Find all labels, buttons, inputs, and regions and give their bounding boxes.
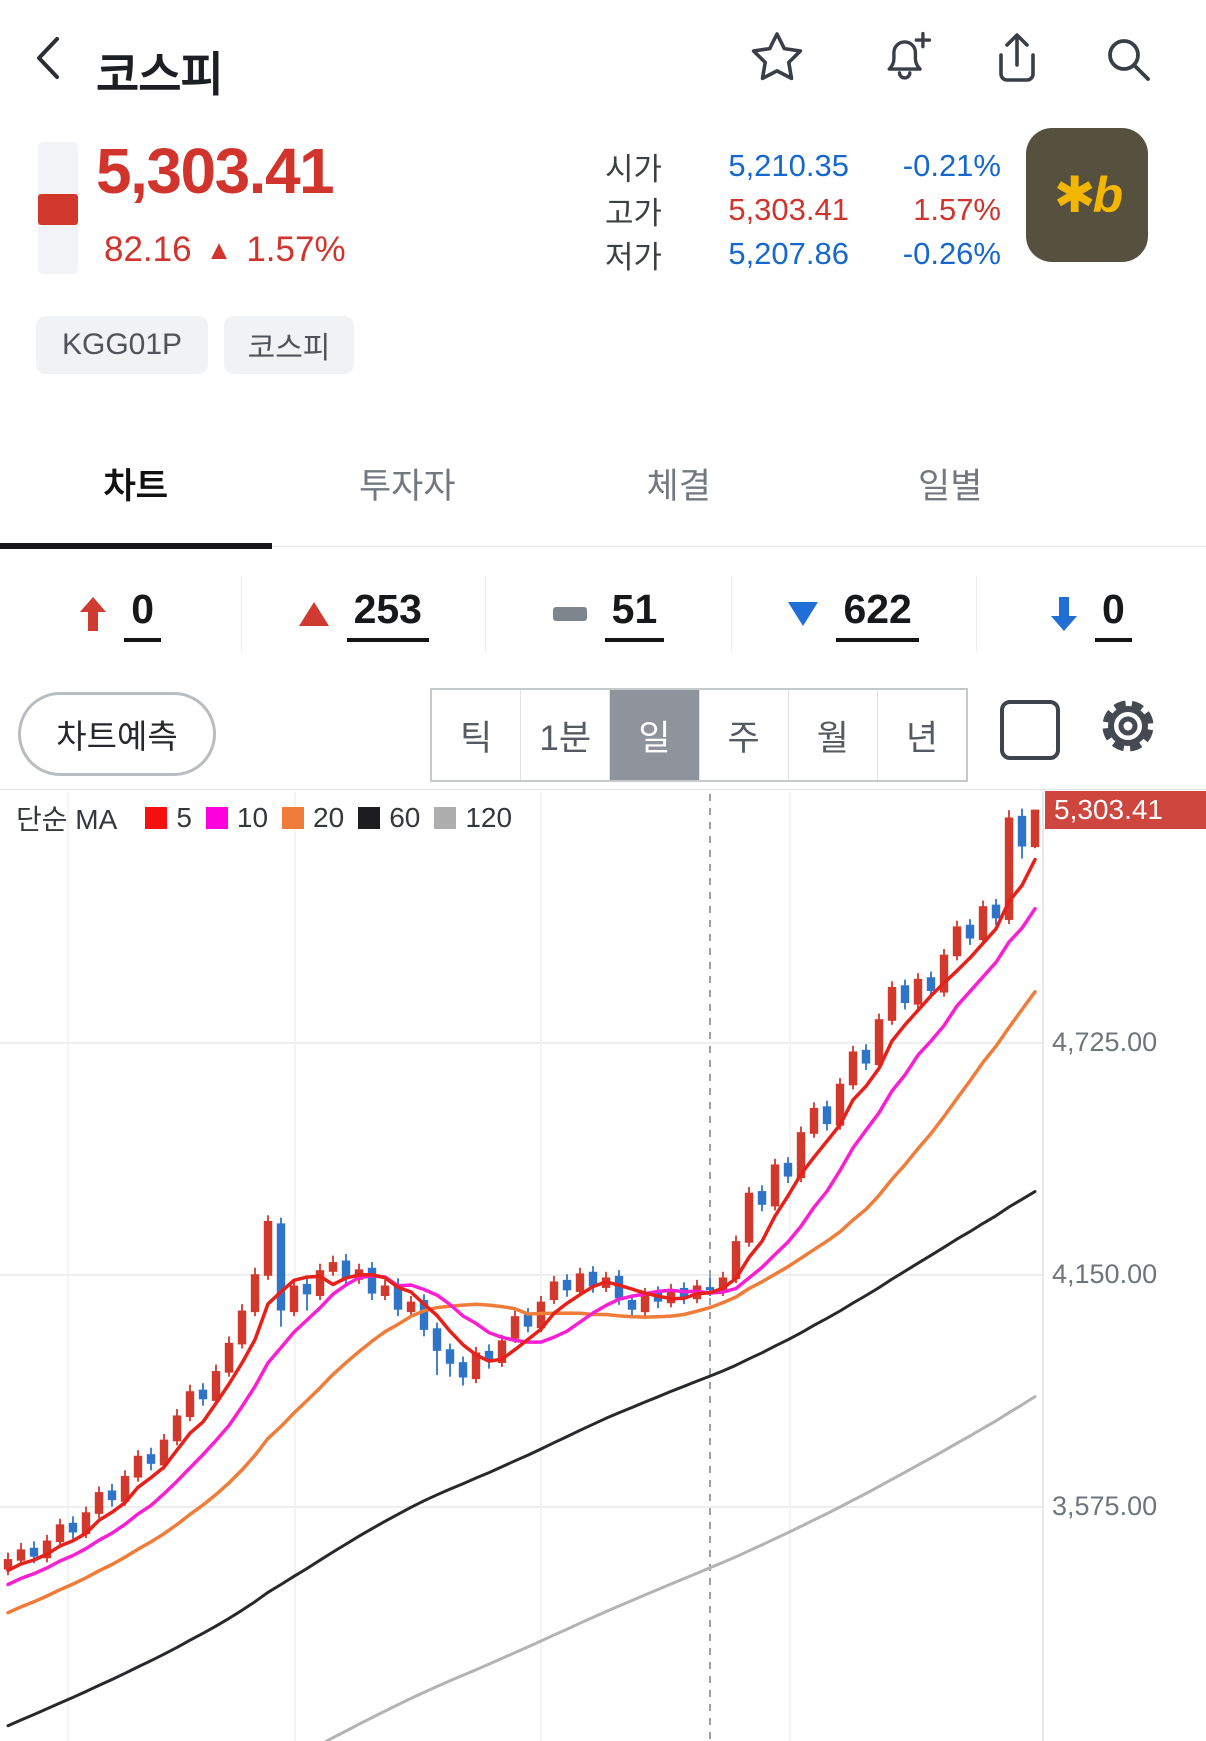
ohl-table: 시가 5,210.35 -0.21% 고가 5,303.41 1.57% 저가 … — [605, 144, 1001, 276]
kb-logo-mark: ✱b — [1053, 167, 1123, 223]
current-price-marker: 5,303.41 — [1045, 791, 1206, 829]
period-week[interactable]: 주 — [698, 690, 788, 780]
ma-legend: 단순 MA 5 10 20 60 120 — [16, 798, 512, 838]
market-badge: 코스피 — [224, 316, 354, 374]
ma-color-swatch — [434, 807, 457, 829]
candlestick-chart[interactable] — [0, 790, 1206, 1741]
tab-trades[interactable]: 체결 — [646, 466, 711, 506]
chart-top-divider — [0, 789, 1206, 790]
tab-chart[interactable]: 차트 — [0, 420, 272, 549]
period-year[interactable]: 년 — [876, 690, 966, 780]
decliners-stat[interactable]: 622 — [730, 576, 976, 652]
alert-bell-add-icon[interactable] — [878, 26, 936, 86]
ma-legend-item: 20 — [282, 802, 344, 834]
ma-color-swatch — [205, 807, 228, 829]
ticker-code-badge: KGG01P — [36, 316, 208, 374]
advancers-stat[interactable]: 253 — [241, 576, 485, 652]
low-row: 저가 5,207.86 -0.26% — [605, 236, 1001, 275]
day-range-indicator — [38, 142, 78, 274]
open-row: 시가 5,210.35 -0.21% — [605, 148, 1001, 187]
ma-period-label: 5 — [176, 802, 192, 833]
compare-checkbox[interactable] — [1000, 700, 1060, 760]
ma-period-label: 120 — [465, 802, 513, 833]
back-button[interactable] — [24, 30, 78, 86]
y-axis-label: 4,150.00 — [1052, 1259, 1158, 1289]
ma-legend-title: 단순 MA — [16, 804, 118, 835]
ma-legend-item: 10 — [205, 802, 269, 834]
favorite-star-icon[interactable] — [748, 28, 806, 88]
ma-color-swatch — [282, 807, 305, 829]
ma-period-label: 20 — [313, 802, 345, 833]
tab-investors[interactable]: 투자자 — [358, 466, 456, 506]
high-row: 고가 5,303.41 1.57% — [605, 192, 1001, 231]
tab-bar: 차트 투자자 체결 일별 — [0, 420, 1206, 549]
period-1min[interactable]: 1분 — [520, 690, 609, 780]
tab-daily[interactable]: 일별 — [918, 466, 983, 506]
flat-dash-icon — [552, 607, 587, 621]
market-breadth-bar: 0 253 51 622 0 — [0, 576, 1206, 652]
ma-legend-item: 120 — [434, 802, 512, 834]
period-day[interactable]: 일 — [609, 690, 699, 780]
current-price: 5,303.41 — [96, 135, 335, 207]
change-percent: 1.57% — [246, 230, 346, 269]
chart-settings-gear-icon[interactable] — [1096, 694, 1160, 758]
ma-legend-item: 5 — [145, 802, 192, 834]
ma-legend-item: 60 — [358, 802, 420, 834]
price-change: 82.16 ▲ 1.57% — [104, 230, 346, 270]
unchanged-stat[interactable]: 51 — [485, 576, 730, 652]
page-title: 코스피 — [96, 48, 224, 101]
up-triangle-icon: ▲ — [205, 234, 233, 265]
ma-color-swatch — [145, 807, 168, 829]
ma-period-label: 10 — [236, 802, 269, 833]
limit-up-arrow-icon — [80, 597, 107, 631]
up-triangle-icon — [298, 602, 329, 626]
y-axis-label: 3,575.00 — [1052, 1491, 1158, 1522]
limit-down-arrow-icon — [1050, 597, 1077, 631]
period-tick[interactable]: 틱 — [459, 718, 493, 758]
kb-securities-logo: ✱b — [1026, 128, 1148, 262]
search-icon[interactable] — [1100, 30, 1158, 90]
share-icon[interactable] — [988, 28, 1046, 88]
limit-down-stat[interactable]: 0 — [975, 576, 1206, 652]
ma-color-swatch — [358, 807, 381, 829]
period-selector: 틱 1분 일 주 월 년 — [430, 688, 968, 782]
limit-up-stat[interactable]: 0 — [0, 576, 241, 652]
period-month[interactable]: 월 — [787, 690, 877, 780]
down-triangle-icon — [788, 602, 819, 626]
day-range-position — [38, 194, 78, 225]
y-axis-label: 4,725.00 — [1052, 1027, 1158, 1057]
change-value: 82.16 — [104, 230, 192, 269]
chart-forecast-button[interactable]: 차트예측 — [18, 692, 216, 776]
ma-period-label: 60 — [389, 802, 421, 833]
